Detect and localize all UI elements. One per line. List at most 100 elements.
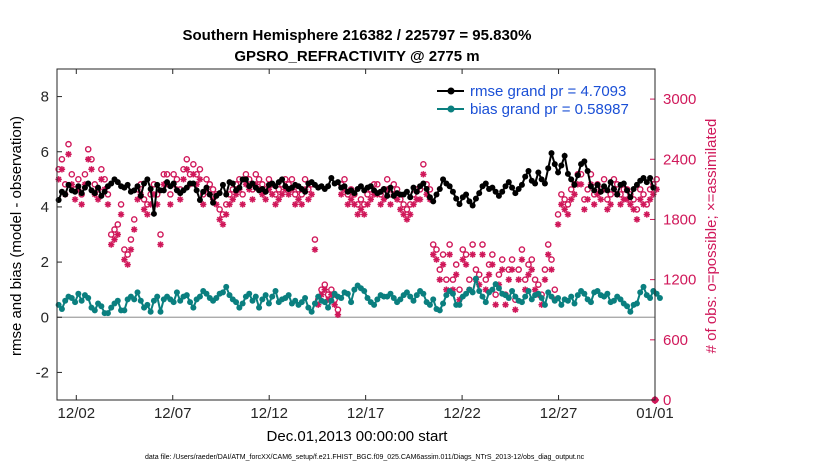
series-point [229,180,236,187]
series-point [522,293,529,300]
possible-point [554,211,562,218]
possible-point [420,160,427,168]
series-point [443,292,450,299]
assimilated-point [413,196,420,203]
series-point [137,192,144,199]
assimilated-point [623,196,631,203]
series-point [104,310,111,317]
series-point [170,299,177,306]
assimilated-point [344,201,351,208]
assimilated-point [265,186,273,193]
assimilated-point [492,301,499,308]
assimilated-point [269,191,276,198]
series-point [183,184,190,191]
possible-point [91,181,99,188]
chart-subtitle: GPSRO_REFRACTIVITY @ 2775 m [234,48,479,65]
assimilated-point [545,251,552,258]
series-point [131,187,138,194]
assimilated-point [393,196,401,203]
assimilated-point [324,296,332,303]
possible-point [653,176,660,183]
possible-point [462,251,470,258]
assimilated-point [127,246,135,253]
series-point [456,301,463,308]
series-point [469,202,476,209]
y2-tick-label: 3000 [663,91,696,108]
assimilated-point [512,306,519,313]
assimilated-point [558,201,565,208]
assimilated-point [239,201,246,208]
possible-point [98,166,105,173]
series-point [548,150,555,157]
series-point [446,183,453,190]
plot-border [56,68,656,401]
series-bias grand pr = 0.58987 [55,275,663,317]
series-point [495,192,502,199]
y2-axis-label: # of obs: o=possible; ×=assimilated [703,119,720,354]
possible-point [160,171,168,178]
assimilated-point [242,181,250,188]
series-point [210,199,217,206]
series-point [144,176,151,183]
assimilated-point [508,266,516,273]
series-point [509,184,516,191]
assimilated-point [528,266,535,273]
series-point [568,176,575,183]
assimilated-point [308,191,315,198]
assimilated-point [68,181,75,188]
series-point [476,190,483,197]
series-point [58,305,65,312]
series-point [502,183,509,190]
possible-point [482,276,490,283]
chart-title: Southern Hemisphere 216382 / 225797 = 95… [183,27,532,44]
series-point [85,294,92,301]
series-point [407,293,414,300]
possible-point [341,176,348,183]
assimilated-point [577,181,585,188]
assimilated-point [364,201,371,208]
series-point [348,299,355,306]
assimilated-point [232,191,240,198]
series-point [249,180,256,187]
assimilated-point [637,196,644,203]
possible-point [364,191,371,198]
series-point [98,303,105,310]
series-point [325,304,332,311]
assimilated-point [193,181,200,188]
possible-point [183,155,191,163]
series-point [555,169,562,176]
series-point [640,283,647,290]
plot-area [57,69,655,400]
assimilated-point [650,191,657,198]
series-point [114,297,121,304]
assimilated-point [200,201,207,208]
series-point [430,198,437,205]
assimilated-point [548,266,555,273]
possible-point [140,196,148,203]
series-point [269,293,276,300]
series-point [410,184,417,191]
series-point [272,288,279,295]
series-point [587,299,594,306]
possible-point [544,241,552,248]
possible-point [475,271,483,278]
assimilated-point [387,201,394,208]
assimilated-point [315,301,322,308]
possible-point [173,176,181,183]
series-point [564,297,571,304]
series-point [489,184,496,191]
possible-point [390,181,398,188]
series-point [643,179,650,186]
possible-point [163,171,171,178]
assimilated-point [489,261,496,268]
assimilated-point [377,201,384,208]
assimilated-point [518,256,526,263]
possible-point [288,176,296,183]
series-point [403,188,410,195]
y-tick-label: 8 [41,89,49,106]
legend-bias-label: bias grand pr = 0.58987 [470,101,629,118]
possible-point [255,176,263,183]
assimilated-point [209,196,217,203]
series-point [564,170,571,177]
series-point [390,294,397,301]
